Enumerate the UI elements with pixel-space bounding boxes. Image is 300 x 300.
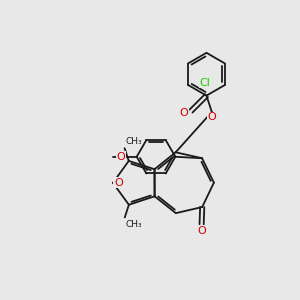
Text: O: O (207, 112, 216, 122)
Text: O: O (117, 152, 125, 162)
Text: O: O (179, 108, 188, 118)
Text: Cl: Cl (199, 77, 210, 88)
Text: O: O (114, 178, 123, 188)
Text: O: O (197, 226, 206, 236)
Text: CH₃: CH₃ (126, 220, 142, 229)
Text: CH₃: CH₃ (125, 137, 142, 146)
